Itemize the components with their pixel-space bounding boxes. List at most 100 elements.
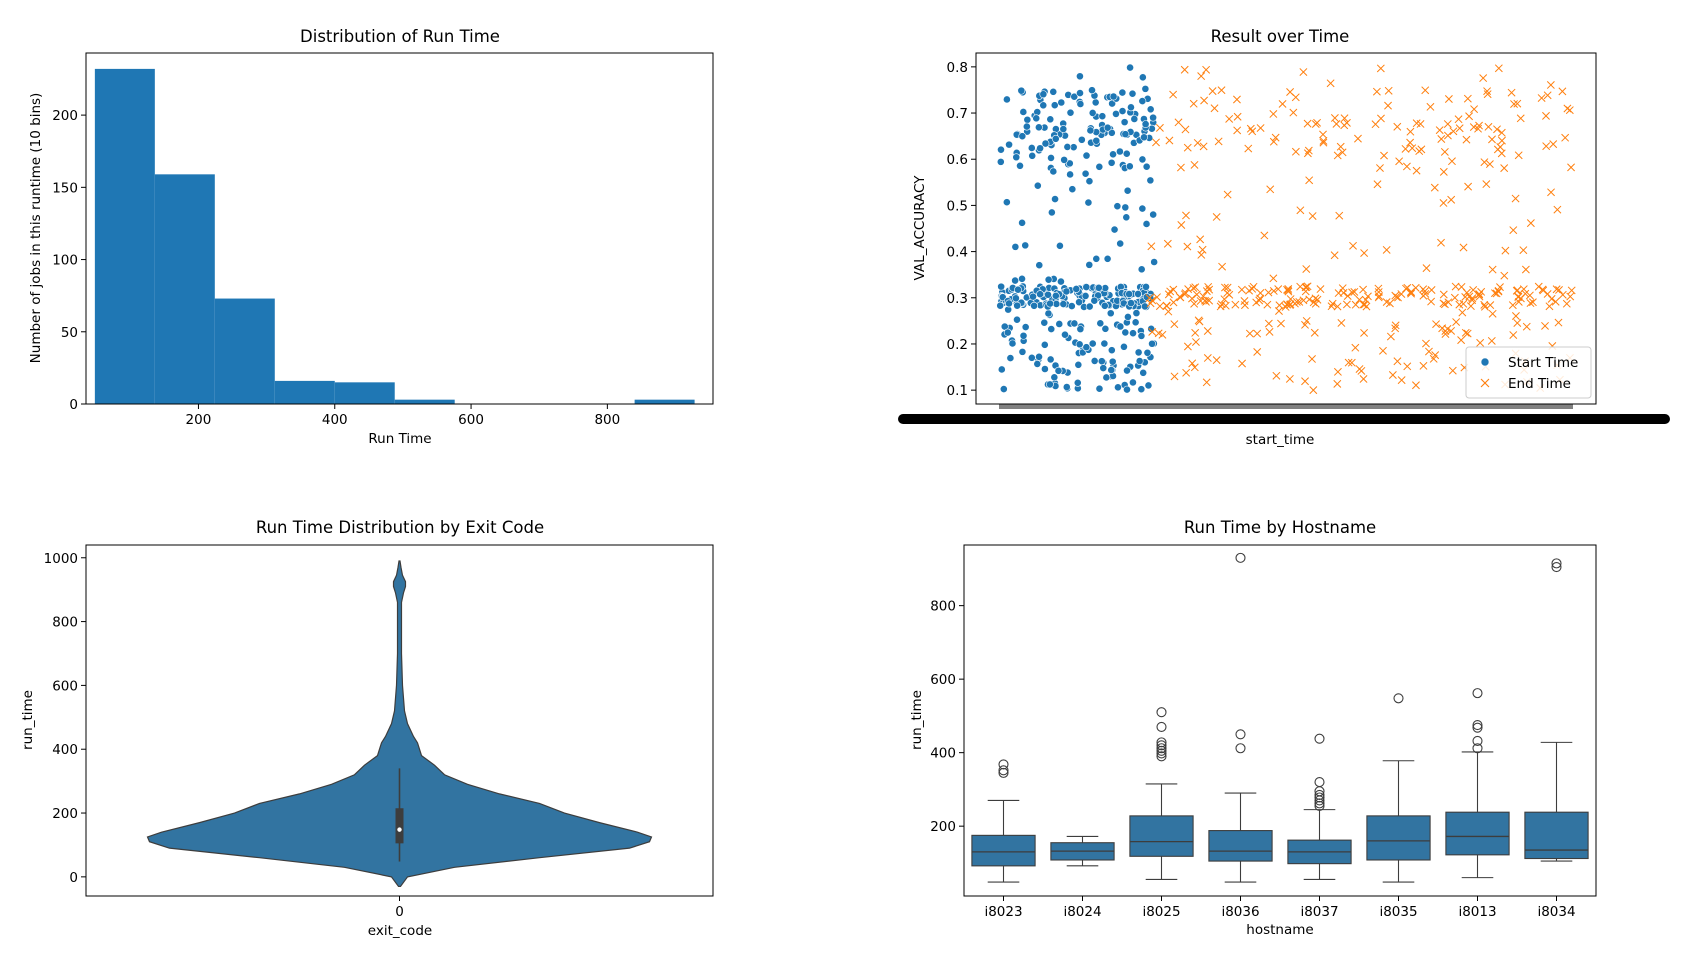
histogram-title: Distribution of Run Time — [300, 27, 500, 46]
x-stroke — [1516, 294, 1525, 303]
scatter-point-start — [1092, 136, 1101, 145]
scatter-point-start — [1094, 283, 1103, 292]
x-stroke — [1526, 219, 1535, 228]
x-stroke — [1375, 292, 1384, 301]
scatter-point-end — [1435, 126, 1444, 135]
x-stroke — [1271, 133, 1280, 142]
scatter-ytick-label: 0.5 — [947, 198, 968, 214]
x-stroke — [1278, 99, 1287, 108]
x-stroke — [1245, 329, 1254, 338]
box-i8013 — [1445, 688, 1510, 879]
scatter-point-start — [1005, 140, 1013, 149]
scatter-point-start — [1044, 275, 1053, 284]
x-stroke — [1355, 295, 1364, 304]
scatter-point-start — [1055, 320, 1064, 328]
boxplot-xtick-label: i8024 — [1063, 904, 1101, 920]
x-stroke — [1420, 287, 1429, 296]
boxplot-xtick-label: i8034 — [1537, 904, 1575, 920]
x-stroke — [1162, 302, 1171, 311]
x-stroke — [1439, 198, 1448, 207]
scatter-point-end — [1363, 292, 1372, 301]
scatter-point-end — [1552, 285, 1561, 294]
x-stroke — [1333, 302, 1342, 311]
x-stroke — [1509, 331, 1518, 339]
scatter-point-end — [1212, 356, 1221, 365]
histogram-ytick-label: 200 — [52, 108, 78, 124]
scatter-point-end — [1330, 251, 1339, 260]
x-stroke — [1223, 283, 1232, 292]
scatter-point-end — [1513, 319, 1522, 328]
boxplot-ylabel: run_time — [909, 690, 925, 750]
x-stroke — [1296, 206, 1305, 215]
scatter-point-start — [1066, 108, 1075, 117]
x-stroke — [1508, 301, 1517, 310]
scatter-point-end — [1454, 115, 1463, 124]
scatter-point-end — [1165, 136, 1174, 145]
scatter-point-end — [1522, 322, 1531, 331]
x-stroke — [1537, 94, 1546, 103]
x-stroke — [1406, 138, 1415, 147]
scatter-point-end — [1469, 123, 1478, 132]
x-stroke — [1302, 265, 1311, 273]
scatter-ytick-label: 0.8 — [947, 60, 968, 76]
scatter-point-end — [1511, 312, 1520, 320]
boxplot-plot: i8023 i8024 i8025 i8036 i8037 i8035 i8013 i8034… — [930, 552, 1589, 920]
scatter-point-start — [1123, 385, 1131, 394]
histogram-bar — [394, 399, 455, 404]
scatter-point-end — [1512, 286, 1521, 295]
scatter-point-start — [1076, 72, 1084, 81]
scatter-point-end — [1450, 293, 1459, 302]
scatter-point-start — [1039, 90, 1048, 99]
scatter-point-end — [1555, 285, 1563, 294]
scatter-point-start — [1029, 292, 1037, 301]
violin-median — [397, 827, 402, 832]
x-stroke — [1291, 93, 1300, 102]
x-stroke — [1500, 164, 1509, 173]
x-stroke — [1158, 330, 1167, 339]
scatter-point-end — [1199, 142, 1208, 151]
x-stroke — [1299, 296, 1308, 305]
scatter-point-end — [1360, 328, 1369, 337]
scatter-point-end — [1355, 295, 1364, 304]
scatter-point-start — [1144, 381, 1153, 390]
x-stroke — [1455, 300, 1464, 309]
scatter-point-start — [1022, 122, 1031, 131]
scatter-point-end — [1439, 167, 1448, 176]
scatter-point-end — [1197, 250, 1206, 259]
x-stroke — [1153, 293, 1161, 302]
scatter-point-start — [1033, 181, 1042, 190]
x-stroke — [1200, 96, 1209, 105]
scatter-point-start — [1103, 254, 1112, 263]
scatter-point-end — [1225, 114, 1234, 123]
scatter-point-start — [1074, 360, 1083, 369]
scatter-point-start — [1103, 123, 1112, 132]
x-stroke — [1305, 295, 1314, 304]
scatter-point-start — [1121, 130, 1130, 139]
x-stroke — [1384, 86, 1393, 95]
scatter-point-start — [1018, 347, 1027, 356]
scatter-point-end — [1507, 88, 1516, 97]
x-stroke — [1308, 355, 1316, 363]
scatter-point-start — [1070, 319, 1079, 328]
boxplot-frame — [963, 544, 1597, 897]
x-stroke — [1240, 301, 1249, 310]
histogram-ytick-label: 100 — [52, 253, 78, 269]
x-stroke — [1519, 246, 1528, 255]
scatter-point-end — [1180, 65, 1189, 74]
x-stroke — [1511, 312, 1520, 320]
scatter-point-start — [1047, 325, 1056, 334]
scatter-point-start — [1082, 283, 1091, 291]
scatter-point-start — [1057, 98, 1066, 107]
x-stroke — [1328, 299, 1337, 308]
x-stroke — [1253, 347, 1262, 356]
legend-end-label: End Time — [1508, 376, 1571, 392]
scatter-point-end — [1511, 194, 1520, 203]
scatter-point-end — [1333, 379, 1342, 388]
scatter-point-end — [1375, 292, 1384, 301]
scatter-point-end — [1463, 329, 1472, 338]
x-stroke — [1302, 316, 1311, 325]
scatter-point-start — [1098, 112, 1107, 121]
scatter-point-end — [1359, 300, 1368, 309]
x-stroke — [1264, 288, 1273, 297]
scatter-point-start — [1122, 213, 1131, 222]
